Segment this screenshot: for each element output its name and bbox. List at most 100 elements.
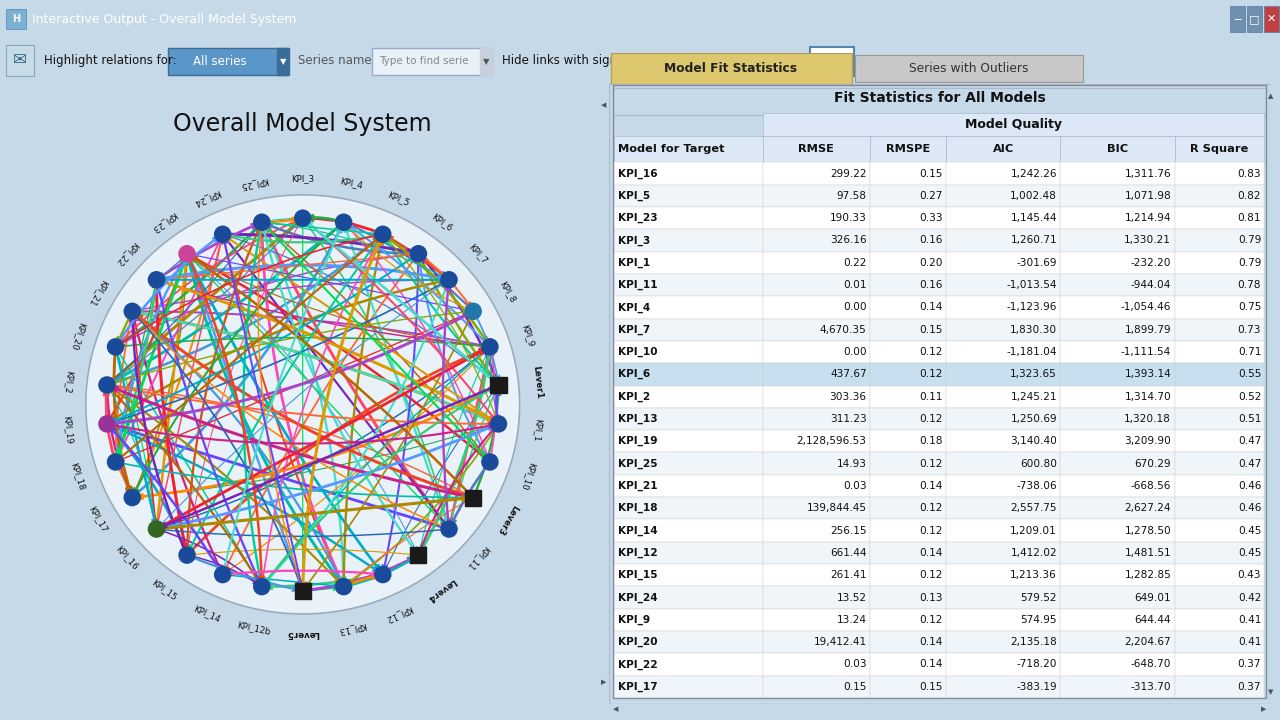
Text: 0.52: 0.52: [1238, 392, 1261, 402]
Text: KPI_21: KPI_21: [618, 481, 658, 491]
Bar: [763, 385, 870, 408]
Text: 2,557.75: 2,557.75: [1010, 503, 1057, 513]
Text: -301.69: -301.69: [1016, 258, 1057, 268]
Text: 1,320.18: 1,320.18: [1124, 414, 1171, 424]
Text: Lever3: Lever3: [495, 503, 520, 536]
Bar: [946, 564, 1060, 586]
Circle shape: [108, 454, 124, 470]
Text: Hide links with significance value greater than:: Hide links with significance value great…: [502, 54, 781, 67]
Text: KPI_13: KPI_13: [618, 414, 658, 424]
Bar: [614, 274, 763, 296]
Text: 1,899.79: 1,899.79: [1125, 325, 1171, 335]
Text: KPI_2: KPI_2: [63, 370, 73, 394]
Text: 0.43: 0.43: [1238, 570, 1261, 580]
Text: 1,330.21: 1,330.21: [1124, 235, 1171, 246]
Bar: [946, 497, 1060, 519]
Text: 0.12: 0.12: [919, 347, 943, 357]
Bar: [1175, 251, 1265, 274]
Text: KPI_9: KPI_9: [618, 615, 650, 625]
Text: ▼: ▼: [483, 57, 489, 66]
Circle shape: [411, 246, 426, 262]
Text: Series with Outliers: Series with Outliers: [910, 62, 1029, 75]
Text: KPI_24: KPI_24: [192, 189, 221, 208]
Text: KPI_23: KPI_23: [150, 210, 178, 234]
Bar: [763, 474, 870, 497]
Text: 0.00: 0.00: [844, 347, 867, 357]
Text: 0.20: 0.20: [919, 258, 943, 268]
Bar: [946, 541, 1060, 564]
Text: KPI_14: KPI_14: [618, 526, 658, 536]
Bar: [946, 474, 1060, 497]
Bar: [946, 136, 1060, 162]
Circle shape: [440, 271, 457, 288]
Bar: [614, 586, 763, 608]
Text: KPI_4: KPI_4: [618, 302, 650, 312]
Bar: [810, 48, 854, 76]
Bar: [614, 631, 763, 653]
Bar: [614, 541, 763, 564]
Bar: [1060, 251, 1175, 274]
Bar: [1175, 653, 1265, 675]
Text: KPI_20: KPI_20: [69, 320, 87, 351]
Text: 0.55: 0.55: [1238, 369, 1261, 379]
Bar: [763, 452, 870, 474]
Bar: [614, 408, 763, 430]
Text: 1,314.70: 1,314.70: [1124, 392, 1171, 402]
Text: -383.19: -383.19: [1016, 682, 1057, 692]
Circle shape: [215, 226, 230, 243]
Text: 0.12: 0.12: [919, 459, 943, 469]
Bar: [946, 184, 1060, 207]
Bar: [946, 207, 1060, 229]
Bar: [614, 136, 763, 162]
Text: 600.80: 600.80: [1020, 459, 1057, 469]
Text: KPI_10: KPI_10: [618, 347, 658, 357]
Text: Fit Statistics for All Models: Fit Statistics for All Models: [833, 91, 1046, 106]
Bar: [870, 675, 946, 698]
Text: 0.81: 0.81: [1238, 213, 1261, 223]
Bar: [1175, 207, 1265, 229]
Text: KPI_11: KPI_11: [618, 280, 658, 290]
Bar: [870, 274, 946, 296]
Bar: [614, 675, 763, 698]
Text: 0.12: 0.12: [919, 414, 943, 424]
Bar: [1060, 631, 1175, 653]
Bar: [763, 586, 870, 608]
Text: 0.11: 0.11: [919, 392, 943, 402]
Text: 1,412.02: 1,412.02: [1010, 548, 1057, 558]
Text: ◀: ◀: [602, 102, 607, 108]
Text: ▼: ▼: [1267, 689, 1274, 695]
Text: 0.14: 0.14: [919, 302, 943, 312]
Text: KPI_14: KPI_14: [192, 603, 221, 624]
Text: H: H: [12, 14, 20, 24]
Bar: [870, 430, 946, 452]
Bar: [1265, 6, 1279, 32]
Bar: [614, 385, 763, 408]
Text: KPI_2: KPI_2: [618, 392, 650, 402]
Text: 0.37: 0.37: [1238, 660, 1261, 670]
Text: ◀: ◀: [613, 706, 618, 712]
Text: KPI_1: KPI_1: [618, 258, 650, 268]
Bar: [168, 48, 288, 74]
Text: KPI_1: KPI_1: [532, 418, 543, 441]
Bar: [946, 519, 1060, 541]
Text: 1,250.69: 1,250.69: [1010, 414, 1057, 424]
Text: KPI_6: KPI_6: [430, 212, 453, 233]
Text: 1,213.36: 1,213.36: [1010, 570, 1057, 580]
Text: KPI_13: KPI_13: [337, 621, 367, 636]
Text: KPI_6: KPI_6: [618, 369, 650, 379]
Bar: [763, 274, 870, 296]
Text: 1,481.51: 1,481.51: [1125, 548, 1171, 558]
Text: Overall Model System: Overall Model System: [173, 112, 433, 136]
Bar: [465, 490, 481, 505]
Text: 326.16: 326.16: [829, 235, 867, 246]
Text: -1,013.54: -1,013.54: [1006, 280, 1057, 290]
Text: 0.14: 0.14: [919, 481, 943, 491]
Bar: [1060, 608, 1175, 631]
Text: KPI_5: KPI_5: [387, 189, 411, 207]
Bar: [946, 363, 1060, 385]
Text: 0.73: 0.73: [1238, 325, 1261, 335]
Bar: [614, 474, 763, 497]
Bar: [1230, 6, 1245, 32]
Bar: [1060, 162, 1175, 184]
Text: 1,245.21: 1,245.21: [1010, 392, 1057, 402]
